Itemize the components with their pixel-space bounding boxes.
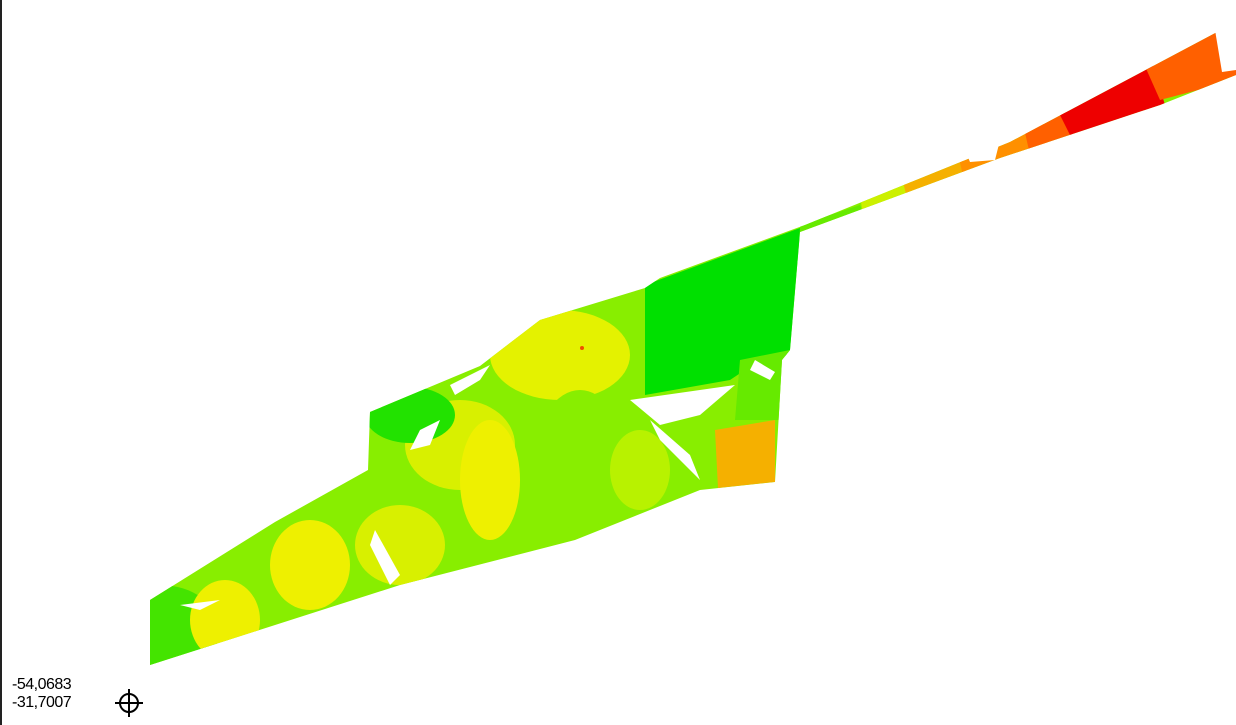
zone-orange-east: [715, 420, 775, 488]
zone-yellowgreen-s: [355, 505, 445, 585]
coordinate-readout: -54,0683 -31,7007: [12, 676, 72, 712]
zone-lime-center: [535, 390, 625, 530]
gap-nw: [450, 365, 490, 395]
crosshair-icon[interactable]: [113, 687, 145, 719]
gap-south: [370, 530, 400, 585]
zone-strip-orange: [900, 150, 970, 210]
zone-yellow-sw: [270, 520, 350, 610]
zone-yellow-mid: [460, 420, 520, 540]
gap-strip: [965, 140, 1000, 162]
field-gaps: [180, 20, 1236, 610]
gap-diagonal: [650, 420, 700, 480]
zone-strip-lightorange: [955, 108, 1050, 185]
zone-green-nw: [365, 387, 455, 443]
gap-strip-end: [1215, 20, 1236, 72]
longitude-value: -54,0683: [12, 676, 72, 693]
zone-strip-orange-end: [1140, 22, 1236, 100]
zone-yellow-north: [490, 310, 630, 400]
gap-center: [630, 385, 735, 425]
zone-yellow-west: [190, 580, 260, 660]
zone-lime-light: [610, 430, 670, 510]
zone-spot: [580, 346, 584, 350]
gap-west: [180, 600, 220, 610]
zone-lime-east: [735, 350, 790, 420]
gap-north: [410, 420, 440, 450]
gap-east: [750, 360, 775, 380]
zone-green-center: [645, 228, 800, 395]
map-border: [0, 0, 2, 725]
latitude-value: -31,7007: [12, 694, 72, 711]
zone-strip-red: [1050, 55, 1165, 135]
